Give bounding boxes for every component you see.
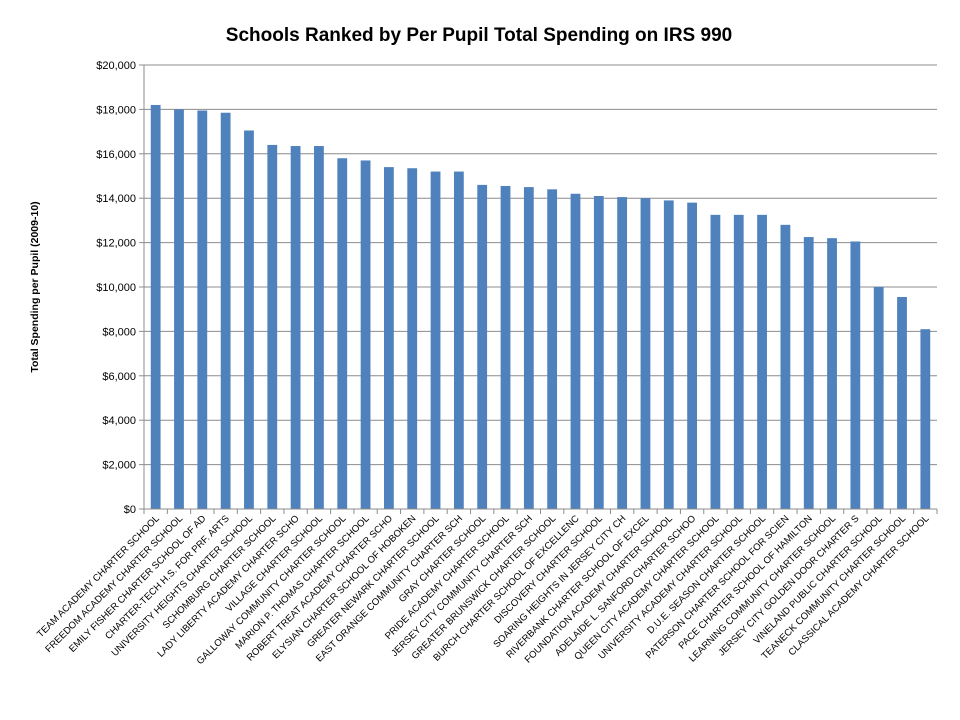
chart-title: Schools Ranked by Per Pupil Total Spendi…	[226, 25, 732, 46]
bar	[827, 238, 837, 509]
bar	[500, 185, 511, 510]
bar	[850, 241, 861, 510]
bar	[407, 168, 418, 510]
y-tick-label: $14,000	[96, 193, 136, 205]
bars	[150, 104, 931, 510]
y-tick-label: $8,000	[102, 326, 136, 338]
bar	[897, 296, 907, 509]
y-tick-label: $2,000	[102, 460, 136, 472]
bar	[920, 329, 931, 509]
bar	[710, 214, 721, 509]
bar	[733, 214, 744, 509]
y-tick-label: $16,000	[96, 149, 136, 161]
y-tick-label: $20,000	[96, 60, 136, 72]
bar	[290, 146, 301, 509]
bar	[244, 130, 254, 510]
bar	[687, 202, 698, 509]
bar	[780, 224, 791, 509]
bar	[383, 167, 394, 509]
bar	[523, 187, 534, 509]
bar	[267, 144, 278, 510]
bar	[430, 171, 441, 509]
bar	[803, 237, 814, 510]
bar	[453, 171, 464, 509]
bar	[174, 109, 184, 510]
y-tick-label: $18,000	[96, 104, 136, 116]
y-tick-label: $6,000	[102, 371, 136, 383]
bar	[570, 193, 581, 509]
y-axis-ticks: $0 $2,000 $4,000 $6,000 $8,000 $10,000 $12,000…	[96, 60, 144, 516]
bar	[617, 197, 628, 509]
bar	[873, 287, 884, 509]
bar	[220, 112, 231, 509]
bar	[337, 158, 348, 510]
bar	[150, 104, 161, 510]
bar	[757, 214, 767, 509]
bar	[360, 160, 371, 509]
y-tick-label: $12,000	[96, 238, 136, 250]
bar	[640, 198, 651, 509]
gridlines	[144, 64, 937, 466]
bar	[547, 189, 558, 509]
y-tick-label: $10,000	[96, 282, 136, 294]
y-tick-label: $4,000	[102, 415, 136, 427]
bar	[197, 110, 208, 509]
bar	[314, 146, 324, 509]
bar	[593, 195, 604, 510]
bar	[663, 200, 674, 510]
y-tick-label: $0	[124, 504, 136, 516]
y-axis-label: Total Spending per Pupil (2009-10)	[29, 201, 41, 372]
bar	[477, 184, 488, 509]
